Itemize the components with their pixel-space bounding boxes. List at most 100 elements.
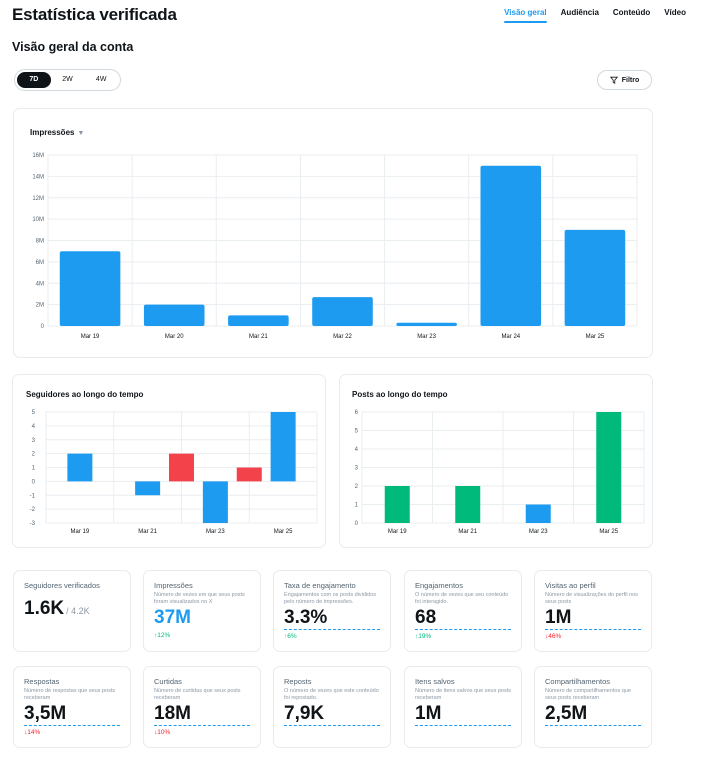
stat-label: Taxa de engajamento xyxy=(284,581,356,590)
y-tick-label: 1 xyxy=(355,503,359,509)
followers-title: Seguidores ao longo do tempo xyxy=(26,390,144,399)
posts-bar xyxy=(525,504,551,523)
stat-card[interactable]: Seguidores verificados 1.6K/ 4.2K xyxy=(13,570,131,652)
stat-label: Impressões xyxy=(154,581,193,590)
followers-bar-gain xyxy=(270,412,296,482)
stat-description: Número de itens salvos que seus posts re… xyxy=(415,688,511,701)
x-tick-label: Mar 23 xyxy=(206,529,225,535)
y-tick-label: 5 xyxy=(355,429,359,435)
tab-audiencia[interactable]: Audiência xyxy=(560,8,599,17)
posts-bar xyxy=(455,486,481,523)
top-nav: Visão geral Audiência Conteúdo Vídeo xyxy=(504,8,686,23)
x-tick-label: Mar 19 xyxy=(71,529,90,535)
stat-value: 3.3% xyxy=(284,607,380,630)
stat-label: Compartilhamentos xyxy=(545,677,611,686)
y-tick-label: 3 xyxy=(32,438,36,444)
followers-chart: -3 -2 -1 0 1 2 3 4 5 Mar 19 Mar 21 Mar 23 Mar 25 xyxy=(30,410,318,535)
posts-title: Posts ao longo do tempo xyxy=(352,390,448,399)
posts-chart: 0 1 2 3 4 5 6 Mar 19 Mar 21 Mar 23 Mar 25 xyxy=(355,410,645,535)
range-4w-button[interactable]: 4W xyxy=(95,76,107,83)
stat-description: O número de vezes que seu conteúdo foi i… xyxy=(415,592,509,605)
bar-mar-24 xyxy=(480,165,542,326)
y-tick-label: -2 xyxy=(30,507,36,513)
y-tick-label: 10M xyxy=(32,217,44,223)
stat-value: 1M xyxy=(545,607,641,630)
section-title: Visão geral da conta xyxy=(12,40,134,54)
stat-value: 7,9K xyxy=(284,703,380,726)
stat-description: O número de vezes que este conteúdo foi … xyxy=(284,688,379,701)
stat-card[interactable]: Impressões Número de vezes em que seus po… xyxy=(143,570,261,652)
stat-value: 1M xyxy=(415,703,511,726)
stat-value: 2,5M xyxy=(545,703,641,726)
stat-label: Engajamentos xyxy=(415,581,463,590)
stat-label: Itens salvos xyxy=(415,677,455,686)
y-tick-label: 12M xyxy=(32,196,44,202)
y-tick-label: 2M xyxy=(36,303,44,309)
stat-change: ↓46% xyxy=(545,633,562,640)
stat-value: 1.6K/ 4.2K xyxy=(24,598,90,619)
stat-card[interactable]: Visitas ao perfil Número de visualizações… xyxy=(534,570,652,652)
stat-card[interactable]: Compartilhamentos Número de compartilhame… xyxy=(534,666,652,748)
y-tick-label: 8M xyxy=(36,239,44,245)
stat-card[interactable]: Itens salvos Número de itens salvos que s… xyxy=(404,666,522,748)
bar-mar-25 xyxy=(564,229,626,326)
stat-description: Número de visualizações do perfil nos se… xyxy=(545,592,638,605)
stat-label: Seguidores verificados xyxy=(24,581,100,590)
y-tick-label: -1 xyxy=(30,493,36,499)
range-2w-button[interactable]: 2W xyxy=(62,76,73,83)
y-tick-label: 2 xyxy=(32,452,36,458)
bar-mar-19 xyxy=(59,251,121,326)
stat-description: Número de respostas que seus posts receb… xyxy=(24,688,116,701)
bar-mar-21 xyxy=(228,315,289,326)
y-tick-label: 4 xyxy=(32,424,36,430)
y-tick-label: 0 xyxy=(355,521,359,527)
followers-bar-loss xyxy=(236,467,262,482)
tab-video[interactable]: Vídeo xyxy=(664,8,686,17)
range-7d-button[interactable]: 7D xyxy=(17,72,51,88)
y-tick-label: 2 xyxy=(355,484,359,490)
stat-card[interactable]: Engajamentos O número de vezes que seu co… xyxy=(404,570,522,652)
impressions-metric-dropdown[interactable]: Impressões ▼ xyxy=(30,128,84,137)
stat-card[interactable]: Respostas Número de respostas que seus po… xyxy=(13,666,131,748)
y-tick-label: 3 xyxy=(355,466,359,472)
stat-change: ↑12% xyxy=(154,632,171,639)
followers-bar-gain xyxy=(135,481,161,496)
impressions-title: Impressões xyxy=(30,128,75,137)
stat-card[interactable]: Curtidas Número de curtidas que seus post… xyxy=(143,666,261,748)
stat-label: Curtidas xyxy=(154,677,182,686)
y-tick-label: 14M xyxy=(32,174,44,180)
x-tick-label: Mar 23 xyxy=(417,334,436,340)
filter-label: Filtro xyxy=(621,76,640,84)
stat-card[interactable]: Taxa de engajamento Engajamentos com os p… xyxy=(273,570,391,652)
x-tick-label: Mar 23 xyxy=(529,529,548,535)
stat-value: 37M xyxy=(154,607,191,628)
stat-label: Respostas xyxy=(24,677,60,686)
stat-card[interactable]: Reposts O número de vezes que este conteú… xyxy=(273,666,391,748)
bar-mar-23 xyxy=(396,322,457,326)
stat-change: ↑19% xyxy=(415,633,432,640)
time-range-selector: 7D 2W 4W xyxy=(14,69,121,91)
stat-value: 68 xyxy=(415,607,511,630)
impressions-chart-card: Impressões ▼ 0 2M 4M 6M 8M 10M 12M 14M 16M Mar 19 M… xyxy=(13,108,653,358)
stat-change: ↓10% xyxy=(154,729,171,736)
followers-bar-loss xyxy=(169,453,194,482)
followers-bar-gain xyxy=(67,453,93,482)
posts-bar xyxy=(384,486,410,523)
tab-visao-geral[interactable]: Visão geral xyxy=(504,8,547,23)
followers-chart-card: Seguidores ao longo do tempo -3 -2 -1 0 1 2 3 4… xyxy=(12,374,326,548)
x-tick-label: Mar 19 xyxy=(81,334,100,340)
filter-button[interactable]: Filtro xyxy=(597,70,652,90)
y-tick-label: -3 xyxy=(30,521,36,527)
tab-conteudo[interactable]: Conteúdo xyxy=(612,8,651,17)
posts-chart-card: Posts ao longo do tempo 0 1 2 3 4 5 6 Mar 19 Mar… xyxy=(339,374,653,548)
x-tick-label: Mar 25 xyxy=(274,529,293,535)
y-tick-label: 0 xyxy=(32,479,36,485)
x-tick-label: Mar 22 xyxy=(333,334,352,340)
stat-value: 18M xyxy=(154,703,250,726)
y-tick-label: 1 xyxy=(32,466,36,472)
y-tick-label: 4 xyxy=(355,447,359,453)
stat-value: 3,5M xyxy=(24,703,120,726)
x-tick-label: Mar 24 xyxy=(501,334,520,340)
stat-label: Reposts xyxy=(284,677,312,686)
filter-icon xyxy=(609,76,618,84)
